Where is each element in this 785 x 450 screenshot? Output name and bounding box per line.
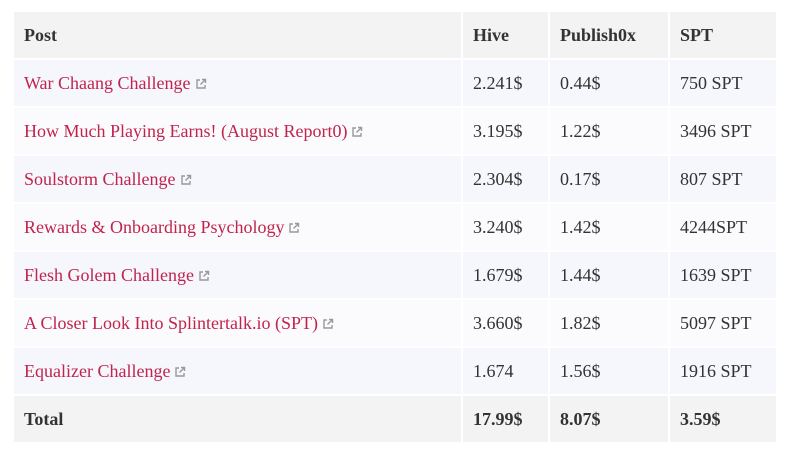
external-link-icon xyxy=(199,270,210,281)
value-cell: 2.304$ xyxy=(461,154,550,204)
column-header: Publish0x xyxy=(548,10,670,60)
table-body: War Chaang Challenge 2.241$ 0.44$ 750 SPT Ho… xyxy=(12,58,778,396)
value-cell: 1.82$ xyxy=(548,298,670,348)
value-cell: 1916 SPT xyxy=(668,346,778,396)
post-link[interactable]: A Closer Look Into Splintertalk.io (SPT) xyxy=(24,312,318,333)
total-cell: 8.07$ xyxy=(548,394,670,444)
table-row: Equalizer Challenge 1.674 1.56$ 1916 SPT xyxy=(12,346,778,396)
value-cell: 2.241$ xyxy=(461,58,550,108)
table-row: A Closer Look Into Splintertalk.io (SPT)… xyxy=(12,298,778,348)
post-cell: Flesh Golem Challenge xyxy=(12,250,463,300)
external-link-icon xyxy=(289,222,300,233)
post-cell: Equalizer Challenge xyxy=(12,346,463,396)
value-cell: 0.44$ xyxy=(548,58,670,108)
value-cell: 1.56$ xyxy=(548,346,670,396)
post-link[interactable]: Rewards & Onboarding Psychology xyxy=(24,216,285,237)
external-link-icon xyxy=(180,174,191,185)
value-cell: 1.679$ xyxy=(461,250,550,300)
header-row: Post Hive Publish0x SPT xyxy=(12,10,778,60)
external-link-icon xyxy=(352,126,363,137)
column-header: Post xyxy=(12,10,463,60)
post-link[interactable]: Equalizer Challenge xyxy=(24,360,171,381)
table-row: How Much Playing Earns! (August Report0)… xyxy=(12,106,778,156)
table-row: Rewards & Onboarding Psychology 3.240$ 1.4… xyxy=(12,202,778,252)
column-header: Hive xyxy=(461,10,550,60)
value-cell: 0.17$ xyxy=(548,154,670,204)
external-link-icon xyxy=(195,78,206,89)
value-cell: 1.22$ xyxy=(548,106,670,156)
value-cell: 3.240$ xyxy=(461,202,550,252)
table-row: Flesh Golem Challenge 1.679$ 1.44$ 1639 SPT xyxy=(12,250,778,300)
total-cell: Total xyxy=(12,394,463,444)
total-row: Total 17.99$ 8.07$ 3.59$ xyxy=(12,394,778,444)
post-cell: War Chaang Challenge xyxy=(12,58,463,108)
post-link[interactable]: Soulstorm Challenge xyxy=(24,168,176,189)
earnings-table: Post Hive Publish0x SPT War Chaang Challeng… xyxy=(12,10,778,444)
value-cell: 1.44$ xyxy=(548,250,670,300)
value-cell: 807 SPT xyxy=(668,154,778,204)
value-cell: 3.195$ xyxy=(461,106,550,156)
table-row: War Chaang Challenge 2.241$ 0.44$ 750 SPT xyxy=(12,58,778,108)
value-cell: 3.660$ xyxy=(461,298,550,348)
post-cell: A Closer Look Into Splintertalk.io (SPT) xyxy=(12,298,463,348)
post-cell: Rewards & Onboarding Psychology xyxy=(12,202,463,252)
external-link-icon xyxy=(323,318,334,329)
total-cell: 17.99$ xyxy=(461,394,550,444)
value-cell: 750 SPT xyxy=(668,58,778,108)
column-header: SPT xyxy=(668,10,778,60)
value-cell: 3496 SPT xyxy=(668,106,778,156)
value-cell: 1.42$ xyxy=(548,202,670,252)
value-cell: 1.674 xyxy=(461,346,550,396)
post-cell: How Much Playing Earns! (August Report0) xyxy=(12,106,463,156)
total-cell: 3.59$ xyxy=(668,394,778,444)
value-cell: 5097 SPT xyxy=(668,298,778,348)
post-link[interactable]: War Chaang Challenge xyxy=(24,72,191,93)
value-cell: 1639 SPT xyxy=(668,250,778,300)
post-link[interactable]: Flesh Golem Challenge xyxy=(24,264,194,285)
post-link[interactable]: How Much Playing Earns! (August Report0) xyxy=(24,120,348,141)
table-row: Soulstorm Challenge 2.304$ 0.17$ 807 SPT xyxy=(12,154,778,204)
post-cell: Soulstorm Challenge xyxy=(12,154,463,204)
value-cell: 4244SPT xyxy=(668,202,778,252)
external-link-icon xyxy=(175,366,186,377)
